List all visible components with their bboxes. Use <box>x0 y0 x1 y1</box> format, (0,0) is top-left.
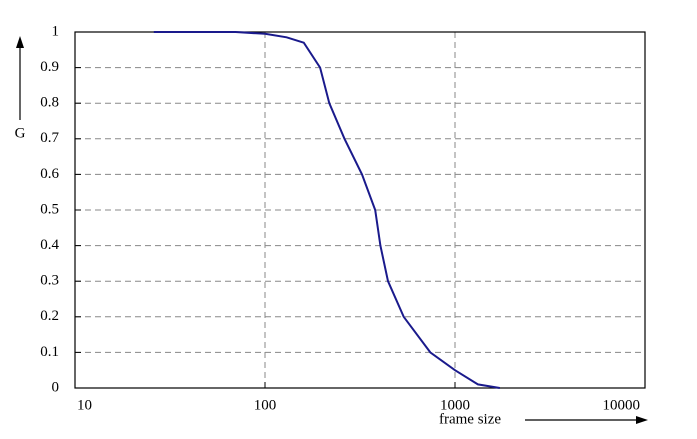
y-tick-label: 0.8 <box>40 95 59 111</box>
y-tick-label: 0.3 <box>40 273 59 289</box>
y-tick-label: 0.6 <box>40 166 59 182</box>
y-axis-label: G <box>15 125 26 141</box>
y-tick-label: 0.1 <box>40 344 59 360</box>
x-arrow-head <box>636 416 648 424</box>
y-tick-label: 0.7 <box>40 130 59 146</box>
y-tick-label: 0.5 <box>40 201 59 217</box>
x-tick-label: 1000 <box>440 397 470 413</box>
x-axis-label: frame size <box>439 411 501 427</box>
x-tick-label: 10 <box>77 397 92 413</box>
y-tick-label: 0.4 <box>40 237 59 253</box>
data-line <box>153 31 500 389</box>
y-arrow-head <box>16 36 24 48</box>
y-tick-label: 0.2 <box>40 308 59 324</box>
plot-frame <box>74 31 646 389</box>
x-tick-label: 100 <box>254 397 277 413</box>
y-tick-label: 0 <box>52 379 60 395</box>
y-tick-label: 0.9 <box>40 59 59 75</box>
x-tick-label: 10000 <box>603 397 641 413</box>
y-tick-label: 1 <box>52 23 60 39</box>
